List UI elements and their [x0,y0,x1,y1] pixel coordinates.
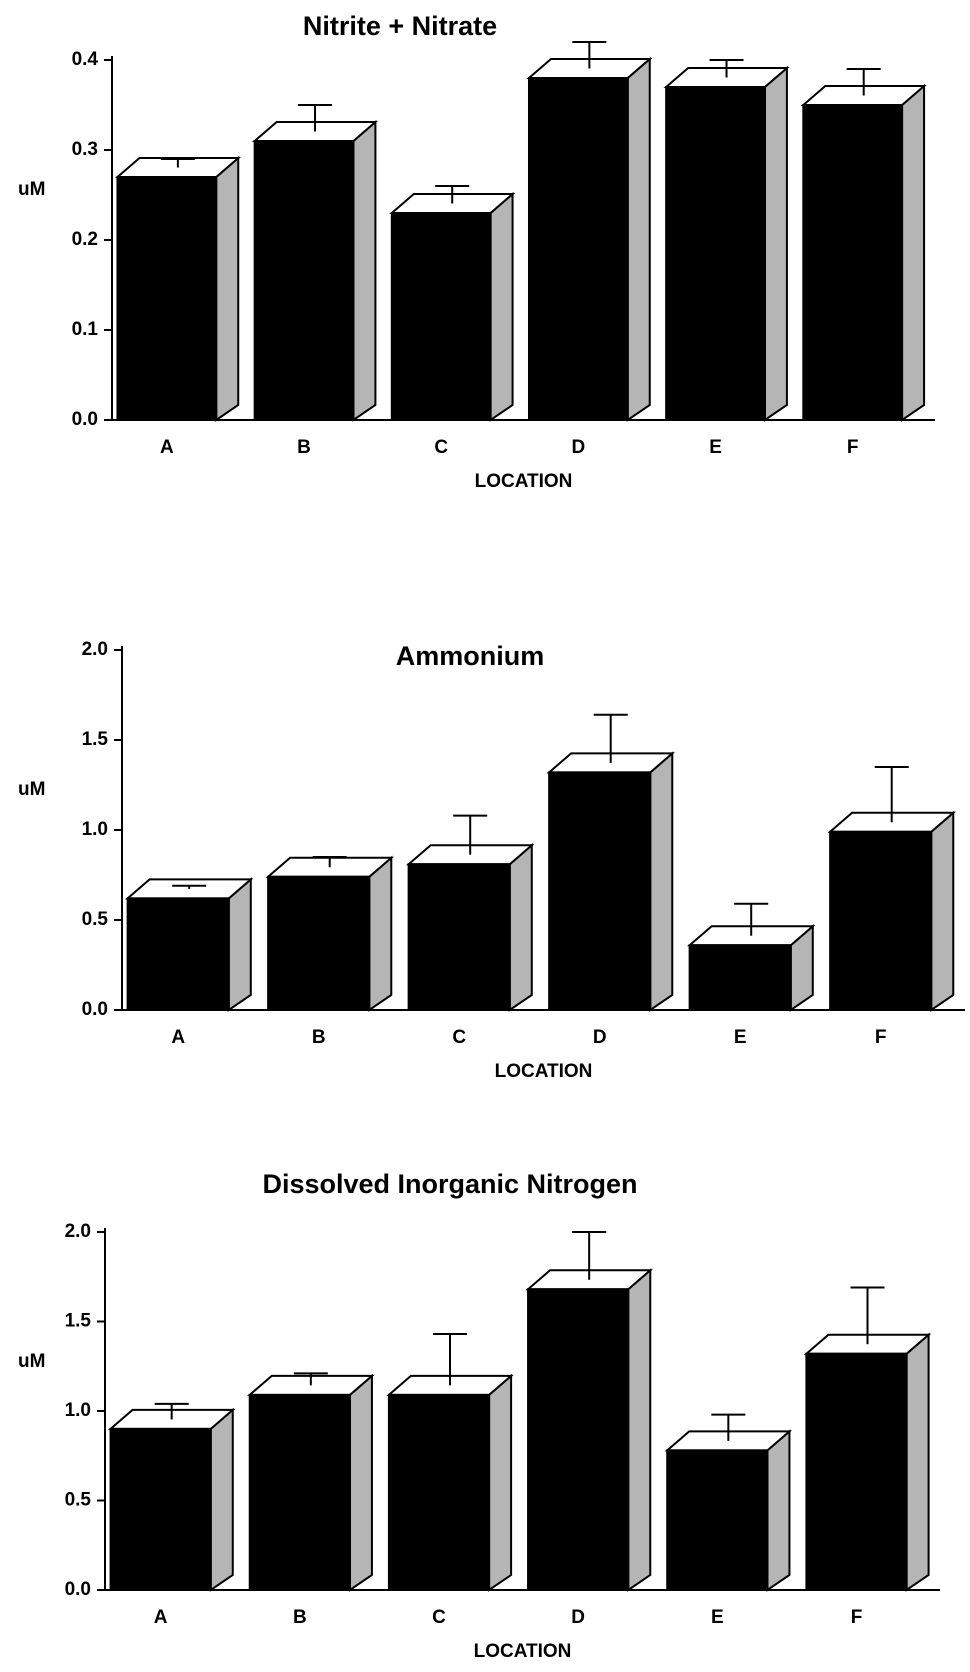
x-tick-label: B [297,437,311,458]
y-tick-label: 0.5 [82,909,109,930]
bar [116,176,218,421]
x-tick-label: F [851,1607,863,1628]
bar [548,771,652,1012]
bar-side [488,1373,513,1592]
bar-side [348,1373,373,1592]
bar-side [368,855,393,1012]
bar [390,212,492,421]
bar-side [508,843,533,1012]
y-tick-label: 1.5 [82,729,109,750]
bar [665,86,766,421]
x-tick-label: C [452,1027,466,1048]
x-tick-label: A [171,1027,185,1048]
x-axis-label: LOCATION [475,471,573,492]
bar-side [901,83,926,422]
x-tick-label: B [312,1027,326,1048]
x-tick-label: C [434,437,448,458]
bar-side [763,65,788,422]
bar-side [905,1332,930,1592]
y-tick-label: 1.0 [65,1400,91,1421]
x-tick-label: D [571,1607,585,1628]
bar [829,830,933,1011]
x-tick-label: E [711,1607,724,1628]
bar-side [930,810,955,1012]
bar-side [209,1407,234,1592]
y-tick-label: 0.0 [65,1579,91,1600]
x-tick-label: F [875,1027,887,1048]
bar-side [215,155,240,422]
x-tick-label: C [432,1607,446,1628]
y-tick-label: 0.0 [72,409,98,430]
bar-side [352,119,377,422]
bar [666,1449,769,1591]
y-tick-label: 0.2 [72,229,98,250]
y-axis-label: uM [18,779,45,800]
x-tick-label: E [734,1027,747,1048]
x-tick-label: E [709,437,722,458]
y-axis-label: uM [18,1351,45,1372]
x-tick-label: D [571,437,585,458]
x-tick-label: B [293,1607,307,1628]
chart-title: Dissolved Inorganic Nitrogen [262,1169,637,1199]
y-tick-label: 1.0 [82,819,108,840]
y-tick-label: 0.3 [72,139,98,160]
chart-title: Nitrite + Nitrate [303,11,497,41]
chart-title: Ammonium [396,641,545,671]
bar [248,1393,351,1592]
bar-side [766,1429,791,1592]
bar [527,1288,630,1592]
y-tick-label: 0.4 [72,49,99,70]
bar-side [227,877,252,1012]
x-axis-label: LOCATION [495,1061,593,1082]
bar-side [649,751,674,1012]
bar-side [626,56,651,422]
bar [688,944,792,1012]
y-tick-label: 0.1 [72,319,99,340]
x-tick-label: D [593,1027,607,1048]
bar [407,863,511,1012]
bar [126,897,230,1012]
y-tick-label: 0.0 [82,999,108,1020]
bar-side [627,1268,652,1592]
bar-side [489,191,514,422]
bar [253,140,355,421]
x-axis-label: LOCATION [474,1641,572,1662]
x-tick-label: A [154,1607,168,1628]
x-tick-label: F [847,437,859,458]
bar [109,1427,212,1592]
y-axis-label: uM [18,179,45,200]
bar [527,77,629,421]
bar [387,1393,491,1592]
bar [805,1352,908,1591]
y-tick-label: 2.0 [65,1221,91,1242]
bar [267,875,371,1011]
x-tick-label: A [160,437,174,458]
y-tick-label: 0.5 [65,1490,92,1511]
y-tick-label: 1.5 [65,1311,92,1332]
bar [802,104,904,421]
y-tick-label: 2.0 [82,639,108,660]
